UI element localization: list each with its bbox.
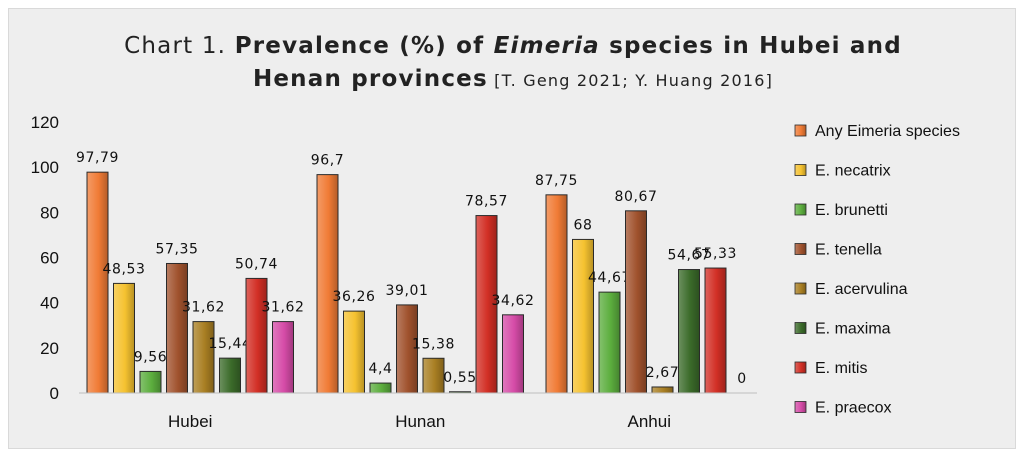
bar-value-label: 36,26 (332, 289, 375, 305)
bar-value-label: 9,56 (134, 349, 168, 365)
legend-label: E. praecox (815, 400, 891, 417)
category-label: Anhui (628, 412, 671, 431)
category-label: Hunan (395, 412, 445, 431)
bar-value-label: 0,55 (443, 370, 477, 386)
bar-value-label: 4,4 (368, 361, 392, 377)
legend-swatch (794, 282, 807, 295)
legend-label: E. maxima (815, 321, 891, 338)
y-tick-label: 20 (40, 339, 59, 358)
legend-swatch (794, 361, 807, 374)
bar-anhui-e-necatrix (572, 238, 594, 394)
bar-value-label: 44,67 (588, 270, 631, 286)
bar-hunan-e-necatrix (343, 310, 365, 394)
bar-value-label: 50,74 (235, 256, 278, 272)
bar-value-label: 57,35 (155, 241, 198, 257)
legend-label: E. acervulina (815, 281, 908, 298)
legend-swatch (794, 322, 807, 334)
bar-value-label: 96,7 (311, 153, 345, 169)
bar-value-label: 15,44 (208, 336, 251, 352)
bars-layer: 97,79 48,53 9,56 57,35 31,62 15,44 50,74 31,62 9… (76, 150, 747, 394)
bar-anhui-e-mitis (704, 267, 727, 394)
bar-value-label: 34,62 (491, 293, 534, 309)
legend-label: Any Eimeria species (815, 123, 960, 140)
bar-hubei-e-brunetti (139, 370, 162, 394)
bar-value-label: 55,33 (694, 246, 737, 262)
bar-hubei-e-mitis (245, 277, 268, 394)
bar-hunan-any-eimeria-species (316, 174, 339, 394)
bar-value-label: 54,67 (667, 248, 710, 264)
legend-label: E. brunetti (815, 202, 888, 219)
legend-swatch (794, 203, 807, 216)
bar-value-label: 31,62 (261, 300, 304, 316)
bar-value-label: 48,53 (102, 261, 145, 277)
bar-hunan-e-praecox (502, 314, 524, 394)
bar-hunan-e-acervulina (422, 357, 445, 394)
bar-value-label: 0 (737, 371, 747, 387)
bar-anhui-e-maxima (678, 269, 700, 394)
chart-title-line2: Henan provinces [T. Geng 2021; Y. Huang … (253, 66, 773, 92)
y-tick-label: 40 (40, 294, 59, 313)
y-tick-label: 0 (50, 384, 59, 403)
y-tick-label: 80 (40, 203, 59, 222)
chart-frame: Chart 1. Prevalence (%) of Eimeria speci… (8, 8, 1016, 449)
bar-value-label: 80,67 (614, 189, 657, 205)
prevalence-bar-chart: Chart 1. Prevalence (%) of Eimeria speci… (31, 33, 960, 431)
bar-hubei-e-tenella (166, 262, 188, 394)
legend: Any Eimeria species E. necatrix E. brunett… (794, 123, 960, 417)
bar-value-label: 2,67 (646, 365, 680, 381)
chart-title-line1: Chart 1. Prevalence (%) of Eimeria speci… (124, 33, 902, 59)
legend-label: E. necatrix (815, 163, 891, 180)
x-axis: Hubei Hunan Anhui (79, 392, 757, 431)
legend-label: E. mitis (815, 360, 867, 377)
bar-value-label: 31,62 (182, 300, 225, 316)
category-label: Hubei (168, 412, 212, 431)
y-axis: 0 20 40 60 80 100 120 (31, 113, 59, 403)
bar-hubei-e-acervulina (192, 321, 215, 394)
bar-hubei-e-necatrix (113, 282, 135, 394)
bar-hunan-e-brunetti (369, 382, 392, 394)
bar-hubei-e-praecox (272, 321, 294, 394)
bar-value-label: 68 (573, 217, 592, 233)
bar-hubei-e-maxima (219, 357, 241, 394)
y-tick-label: 60 (40, 249, 59, 268)
legend-swatch (794, 243, 807, 255)
y-tick-label: 120 (31, 113, 59, 132)
bar-value-label: 97,79 (76, 150, 119, 166)
bar-value-label: 78,57 (465, 194, 508, 210)
legend-label: E. tenella (815, 242, 882, 259)
bar-anhui-any-eimeria-species (545, 194, 568, 394)
bar-anhui-e-acervulina (651, 386, 674, 394)
bar-value-label: 87,75 (535, 173, 578, 189)
bar-anhui-e-brunetti (598, 291, 621, 394)
y-tick-label: 100 (31, 158, 59, 177)
bar-value-label: 15,38 (412, 336, 455, 352)
bar-hubei-any-eimeria-species (86, 171, 109, 394)
legend-swatch (794, 124, 807, 137)
legend-swatch (794, 164, 807, 176)
legend-swatch (794, 401, 807, 413)
bar-anhui-e-tenella (625, 210, 647, 394)
bar-value-label: 39,01 (385, 283, 428, 299)
